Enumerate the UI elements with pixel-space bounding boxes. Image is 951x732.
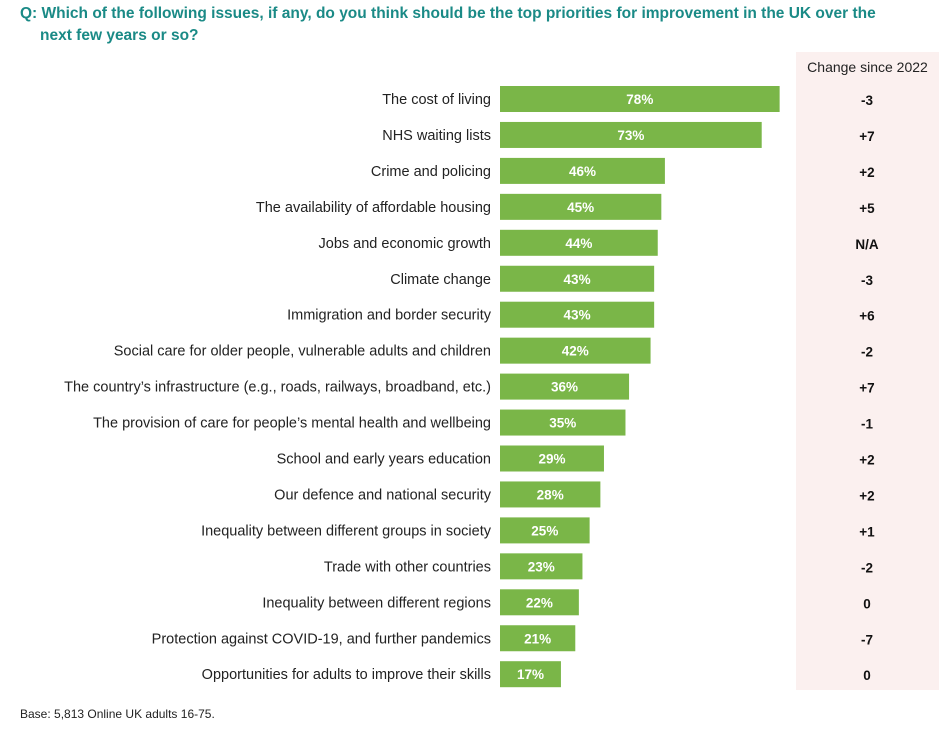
change-value: +6 (859, 309, 875, 324)
question-line-2: next few years or so? (40, 27, 199, 44)
change-value: +7 (859, 381, 874, 396)
category-label: Jobs and economic growth (319, 236, 492, 252)
value-label: 17% (517, 667, 544, 682)
change-value: +7 (859, 129, 874, 144)
change-value: 0 (863, 596, 871, 611)
value-label: 36% (551, 380, 578, 395)
value-label: 43% (564, 272, 591, 287)
category-label: The country’s infrastructure (e.g., road… (64, 380, 491, 396)
category-label: Inequality between different groups in s… (201, 523, 492, 539)
value-label: 46% (569, 164, 596, 179)
bar (500, 553, 583, 580)
bar (500, 265, 655, 292)
bar (500, 301, 655, 328)
category-label: Opportunities for adults to improve thei… (202, 667, 491, 683)
category-label: Social care for older people, vulnerable… (114, 344, 491, 360)
bar (500, 409, 626, 436)
value-label: 45% (567, 200, 594, 215)
change-value: -7 (861, 632, 873, 647)
change-value: +2 (859, 488, 874, 503)
change-value: -1 (861, 417, 873, 432)
value-label: 78% (626, 92, 653, 107)
value-label: 73% (617, 128, 644, 143)
change-value: +5 (859, 201, 875, 216)
category-label: Trade with other countries (324, 559, 491, 575)
change-value: +2 (859, 453, 874, 468)
bar (500, 445, 604, 472)
bar (500, 337, 651, 364)
category-label: The cost of living (382, 92, 491, 108)
bar (500, 157, 665, 184)
change-value: -2 (861, 560, 873, 575)
question-title: Q: Which of the following issues, if any… (20, 3, 940, 47)
bar (500, 229, 658, 256)
category-label: The availability of affordable housing (256, 200, 491, 216)
value-label: 25% (531, 523, 558, 538)
category-label: Protection against COVID-19, and further… (152, 631, 491, 647)
change-value: +2 (859, 165, 874, 180)
category-label: Immigration and border security (287, 308, 492, 324)
base-note: Base: 5,813 Online UK adults 16-75. (20, 707, 215, 721)
bar (500, 193, 662, 220)
category-label: NHS waiting lists (382, 128, 491, 144)
change-value: N/A (855, 237, 879, 252)
category-label: School and early years education (277, 452, 491, 468)
change-value: -3 (861, 273, 873, 288)
bar (500, 589, 579, 616)
bar (500, 86, 780, 112)
change-value: 0 (863, 668, 871, 683)
change-panel (796, 52, 939, 690)
category-label: The provision of care for people’s menta… (93, 416, 491, 432)
value-label: 22% (526, 595, 553, 610)
bar (500, 625, 576, 652)
value-label: 23% (528, 559, 555, 574)
bar (500, 373, 630, 400)
category-label: Inequality between different regions (262, 595, 491, 611)
value-label: 42% (562, 344, 589, 359)
change-value: -2 (861, 345, 873, 360)
category-label: Crime and policing (371, 164, 491, 180)
change-header: Change since 2022 (807, 59, 928, 75)
category-label: Climate change (390, 272, 491, 288)
change-value: -3 (861, 93, 873, 108)
bar (500, 121, 762, 148)
change-value: +1 (859, 524, 875, 539)
question-line-1: Q: Which of the following issues, if any… (20, 5, 876, 22)
value-label: 43% (564, 308, 591, 323)
value-label: 28% (537, 487, 564, 502)
value-label: 29% (538, 452, 565, 467)
value-label: 35% (549, 416, 576, 431)
value-label: 21% (524, 631, 551, 646)
bar (500, 481, 601, 508)
bar (500, 517, 590, 544)
value-label: 44% (565, 236, 592, 251)
bar (500, 661, 561, 688)
category-label: Our defence and national security (274, 487, 492, 503)
